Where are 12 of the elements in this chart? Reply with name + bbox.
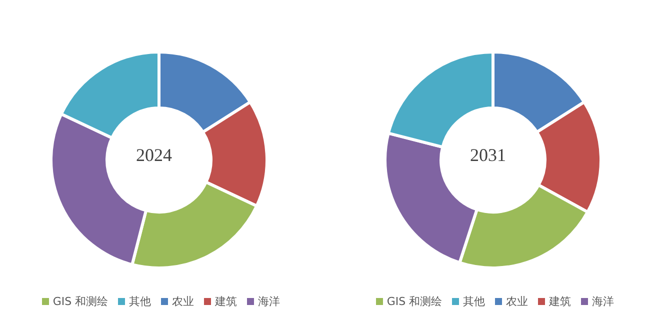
legend-label: 农业: [172, 295, 194, 308]
text: 2024: [136, 145, 172, 165]
legend-label: 其他: [129, 295, 152, 308]
legend-label: 农业: [506, 295, 528, 308]
text: 2031: [470, 145, 506, 165]
legend-label: 海洋: [258, 295, 280, 308]
legend-label: 海洋: [592, 295, 614, 308]
legend-label: 其他: [463, 295, 486, 308]
legend-label: 建筑: [549, 295, 572, 308]
legend-label: GIS 和测绘: [52, 295, 108, 308]
legend-label: GIS 和测绘: [386, 295, 442, 308]
legend-label: 建筑: [215, 295, 238, 308]
